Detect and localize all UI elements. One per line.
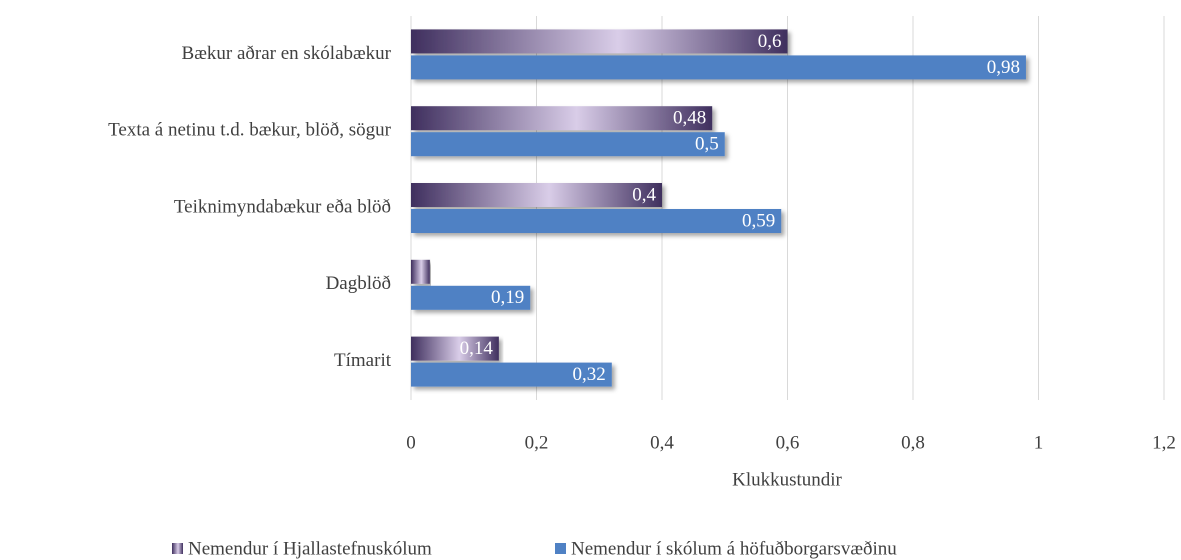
x-tick-label: 0 <box>406 432 416 453</box>
value-label: 0,98 <box>987 57 1020 78</box>
value-label: 0 <box>431 261 441 282</box>
y-tick-label: Texta á netinu t.d. bækur, blöð, sögur <box>108 120 392 141</box>
x-tick-label: 0,6 <box>776 432 800 453</box>
y-tick-label: Bækur aðrar en skólabækur <box>182 43 392 64</box>
legend-swatch <box>555 543 566 554</box>
value-label: 0,14 <box>460 338 494 359</box>
y-tick-label: Dagblöð <box>326 273 391 294</box>
value-label: 0,19 <box>491 287 524 308</box>
x-axis-title: Klukkustundir <box>732 469 842 490</box>
value-label: 0,5 <box>695 134 719 155</box>
bar <box>411 285 531 310</box>
bar <box>411 336 499 361</box>
y-tick-label: Tímarit <box>334 350 392 371</box>
bar <box>411 362 612 387</box>
y-tick-label: Teiknimyndabækur eða blöð <box>174 196 391 217</box>
bar <box>411 259 430 284</box>
bar <box>411 55 1026 80</box>
bar <box>411 209 782 233</box>
bar <box>411 132 725 157</box>
bar <box>411 106 713 131</box>
value-label: 0,59 <box>742 210 775 231</box>
legend-label: Nemendur í Hjallastefnuskólum <box>188 538 432 559</box>
value-label: 0,48 <box>673 108 706 129</box>
x-tick-label: 1,2 <box>1152 432 1176 453</box>
value-label: 0,4 <box>632 184 656 205</box>
x-tick-label: 1 <box>1034 432 1044 453</box>
value-label: 0,32 <box>573 364 606 385</box>
x-tick-label: 0,4 <box>650 432 674 453</box>
bar <box>411 183 662 207</box>
legend-label: Nemendur í skólum á höfuðborgarsvæðinu <box>571 538 897 559</box>
bar <box>411 29 788 54</box>
value-label: 0,6 <box>758 31 782 52</box>
x-tick-label: 0,2 <box>525 432 549 453</box>
x-tick-label: 0,8 <box>901 432 925 453</box>
legend-swatch <box>172 543 183 554</box>
